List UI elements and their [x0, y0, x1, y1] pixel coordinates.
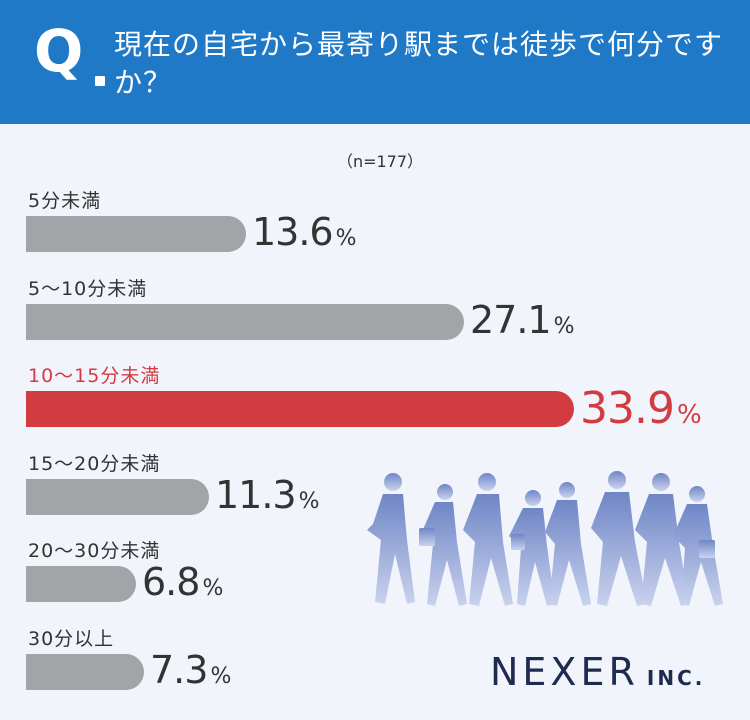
question-mark-dot — [95, 76, 105, 86]
category-label: 5〜10分未満 — [28, 277, 148, 300]
value-label: 7.3% — [150, 648, 231, 692]
value-number: 6.8 — [142, 560, 200, 604]
value-number: 7.3 — [150, 647, 208, 692]
question-text: 現在の自宅から最寄り駅までは徒歩で何分ですか？ — [114, 28, 724, 99]
bar — [26, 653, 144, 690]
category-label: 10〜15分未満 — [28, 365, 161, 387]
bar — [26, 478, 209, 515]
walking-people-illustration — [367, 471, 723, 606]
value-label: 11.3% — [215, 473, 320, 517]
category-label: 15〜20分未満 — [28, 452, 161, 475]
value-percent-sign: % — [298, 488, 320, 514]
category-label: 30分以上 — [28, 627, 115, 650]
bar — [26, 566, 136, 602]
value-percent-sign: % — [210, 663, 232, 689]
category-label: 20〜30分未満 — [28, 540, 161, 562]
brand-suffix: INC. — [646, 666, 706, 690]
value-percent-sign: % — [676, 400, 702, 430]
bar — [26, 303, 464, 340]
question-mark: Q — [34, 17, 84, 85]
value-number: 13.6 — [252, 210, 334, 254]
value-label: 6.8% — [142, 560, 223, 604]
bar — [26, 391, 574, 427]
value-label: 33.9% — [580, 383, 702, 434]
sample-size: （n=177） — [336, 152, 424, 171]
bar — [26, 216, 246, 252]
value-number: 33.9 — [580, 383, 675, 434]
brand-logo: NEXER INC. — [490, 650, 705, 694]
brand-name: NEXER — [490, 650, 639, 694]
category-label: 5分未満 — [28, 190, 102, 212]
value-percent-sign: % — [202, 576, 224, 601]
value-number: 11.3 — [215, 472, 297, 517]
value-percent-sign: % — [553, 313, 575, 339]
question-header: Q 現在の自宅から最寄り駅までは徒歩で何分ですか？ — [0, 0, 750, 124]
value-number: 27.1 — [470, 297, 552, 342]
value-label: 13.6% — [252, 210, 357, 254]
value-percent-sign: % — [335, 226, 357, 251]
value-label: 27.1% — [470, 298, 575, 342]
